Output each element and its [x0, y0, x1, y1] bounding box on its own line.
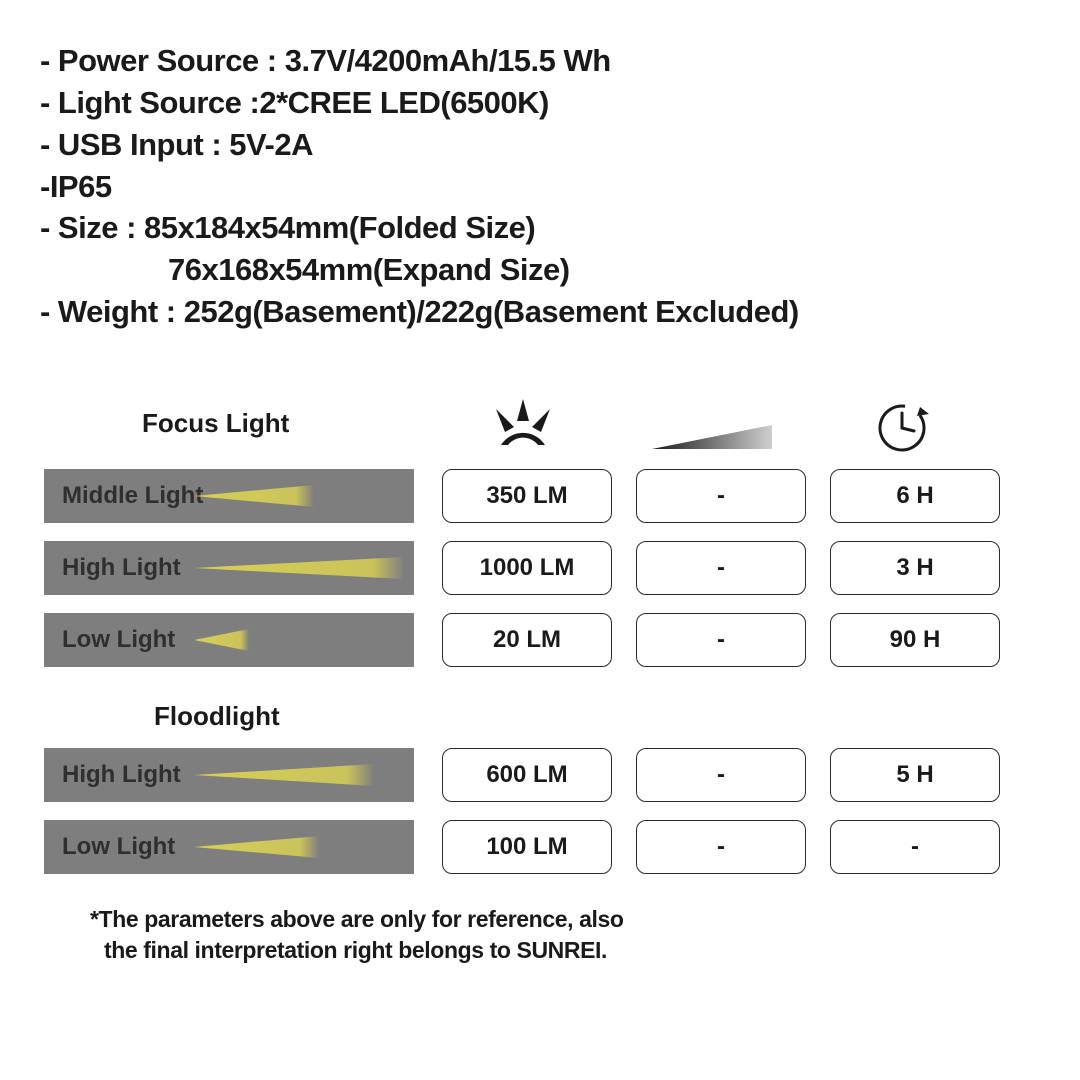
lumens-cell: 600 LM — [442, 748, 612, 802]
distance-cell: - — [636, 469, 806, 523]
mode-label-text: High Light — [62, 554, 181, 582]
table-row: Low Light 20 LM - 90 H — [44, 613, 1034, 667]
spec-line: 76x168x54mm(Expand Size) — [40, 249, 1040, 291]
footnote: *The parameters above are only for refer… — [40, 904, 1040, 966]
mode-label-text: Low Light — [62, 626, 175, 654]
distance-icon — [615, 421, 809, 455]
distance-cell: - — [636, 820, 806, 874]
lumens-cell: 350 LM — [442, 469, 612, 523]
runtime-cell: 5 H — [830, 748, 1000, 802]
runtime-cell: - — [830, 820, 1000, 874]
mode-label-text: Middle Light — [62, 482, 203, 510]
mode-label: Low Light — [44, 613, 414, 667]
table-row: High Light 600 LM - 5 H — [44, 748, 1034, 802]
lumens-cell: 20 LM — [442, 613, 612, 667]
table-row: High Light 1000 LM - 3 H — [44, 541, 1034, 595]
spec-line: - Power Source : 3.7V/4200mAh/15.5 Wh — [40, 40, 1040, 82]
distance-cell: - — [636, 748, 806, 802]
mode-label: Middle Light — [44, 469, 414, 523]
modes-table: Focus Light — [40, 393, 1040, 874]
mode-label-text: High Light — [62, 761, 181, 789]
mode-label: High Light — [44, 748, 414, 802]
runtime-cell: 3 H — [830, 541, 1000, 595]
footnote-line: *The parameters above are only for refer… — [90, 904, 1040, 935]
spec-list: - Power Source : 3.7V/4200mAh/15.5 Wh - … — [40, 40, 1040, 333]
runtime-cell: 6 H — [830, 469, 1000, 523]
header-spacer: Focus Light — [44, 408, 430, 455]
section-title-flood: Floodlight — [154, 701, 1034, 732]
distance-cell: - — [636, 613, 806, 667]
mode-label-text: Low Light — [62, 833, 175, 861]
lumens-cell: 100 LM — [442, 820, 612, 874]
footnote-line: the final interpretation right belongs t… — [90, 935, 1040, 966]
table-row: Middle Light 350 LM - 6 H — [44, 469, 1034, 523]
spec-line: -IP65 — [40, 166, 1040, 208]
spec-line: - Size : 85x184x54mm(Folded Size) — [40, 207, 1040, 249]
runtime-icon — [809, 401, 994, 455]
distance-cell: - — [636, 541, 806, 595]
spec-line: - Weight : 252g(Basement)/222g(Basement … — [40, 291, 1040, 333]
mode-label: High Light — [44, 541, 414, 595]
section-title-focus: Focus Light — [142, 408, 430, 439]
table-row: Low Light 100 LM - - — [44, 820, 1034, 874]
spec-line: - USB Input : 5V-2A — [40, 124, 1040, 166]
spec-line: - Light Source :2*CREE LED(6500K) — [40, 82, 1040, 124]
runtime-cell: 90 H — [830, 613, 1000, 667]
mode-label: Low Light — [44, 820, 414, 874]
table-header-row: Focus Light — [44, 393, 1034, 455]
lumens-cell: 1000 LM — [442, 541, 612, 595]
lumens-icon — [430, 399, 615, 455]
